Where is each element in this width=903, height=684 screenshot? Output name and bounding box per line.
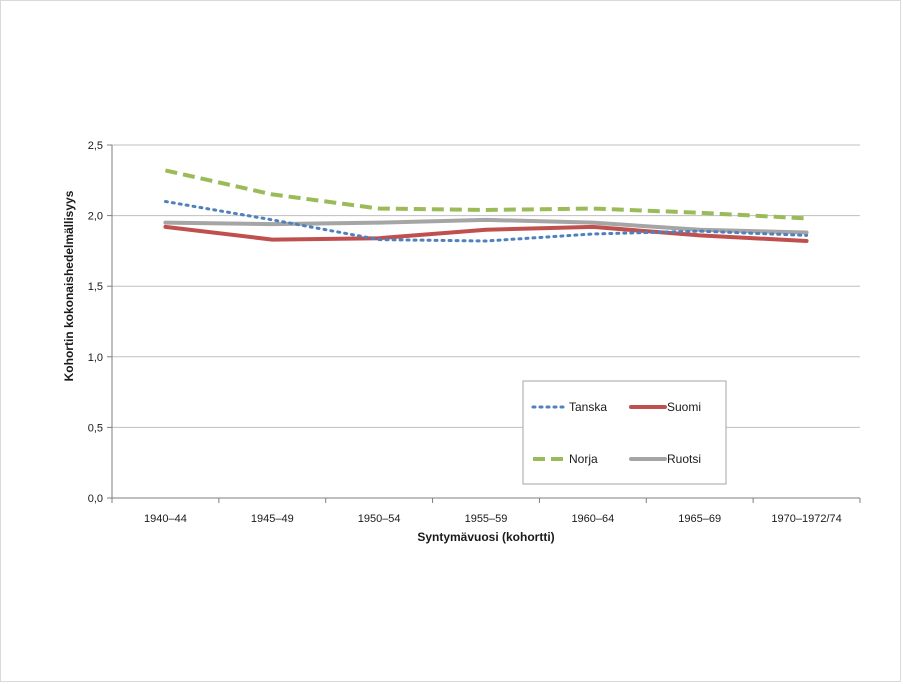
legend-label-ruotsi: Ruotsi [667, 452, 701, 466]
series-lines [163, 168, 809, 244]
y-tick-label: 0,0 [88, 493, 103, 505]
legend-label-norja: Norja [569, 452, 598, 466]
x-tick-label: 1960–64 [571, 513, 614, 525]
legend: Tanska Suomi Norja Ruotsi [522, 380, 727, 485]
x-tick-label: 1945–49 [251, 513, 294, 525]
legend-label-suomi: Suomi [667, 400, 701, 414]
x-tick-label: 1955–59 [465, 513, 508, 525]
y-axis-title: Kohortin kokonaishedelmällisyys [62, 190, 76, 381]
x-tick-label: 1965–69 [678, 513, 721, 525]
axes [107, 144, 861, 503]
x-tick-labels: 1940–44 1945–49 1950–54 1955–59 1960–64 1965–… [144, 513, 842, 525]
series-line-tanska [163, 199, 809, 243]
series-line-suomi [163, 224, 809, 244]
y-tick-label: 1,5 [88, 281, 103, 293]
series-line-ruotsi [163, 217, 809, 235]
y-tick-label: 2,5 [88, 140, 103, 152]
legend-box [522, 380, 727, 485]
y-tick-label: 0,5 [88, 422, 103, 434]
series-line-norja [164, 168, 807, 221]
legend-label-tanska: Tanska [569, 400, 607, 414]
y-tick-label: 1,0 [88, 352, 103, 364]
x-tick-label: 1970–1972/74 [771, 513, 841, 525]
y-tick-labels: 0,0 0,5 1,0 1,5 2,0 2,5 [88, 140, 103, 505]
x-tick-label: 1940–44 [144, 513, 187, 525]
x-axis-title: Syntymävuosi (kohortti) [417, 530, 554, 544]
gridlines [112, 144, 860, 428]
y-tick-label: 2,0 [88, 211, 103, 223]
x-tick-label: 1950–54 [358, 513, 401, 525]
